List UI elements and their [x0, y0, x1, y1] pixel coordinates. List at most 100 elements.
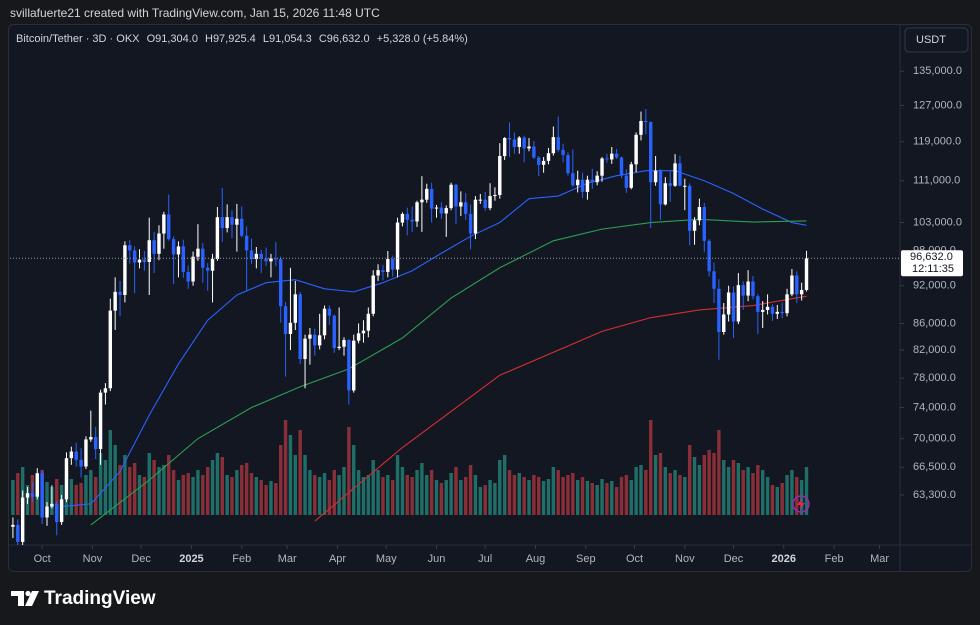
y-tick-label: 70,000.0 [913, 433, 956, 445]
volume-bar [712, 453, 716, 515]
symbol-legend: Bitcoin/Tether · 3D · OKX O91,304.0 H97,… [16, 33, 468, 45]
volume-bar [673, 470, 677, 515]
candle-body [736, 285, 741, 322]
candle-body [561, 149, 565, 156]
candle-body [55, 503, 59, 523]
volume-bar [799, 480, 804, 515]
volume-bar [493, 483, 497, 515]
candle-body [361, 330, 366, 334]
candle-body [103, 388, 108, 393]
candle-body [84, 439, 88, 467]
volume-bar [751, 473, 755, 515]
candle-body [93, 437, 98, 450]
volume-bar [278, 445, 283, 515]
candle-body [278, 259, 283, 307]
volume-bar [244, 463, 249, 515]
candle-body [746, 281, 750, 296]
volume-bar [683, 477, 687, 515]
volume-bar [454, 467, 458, 515]
moving-average [90, 218, 807, 526]
volume-bar [410, 477, 414, 515]
candle-body [464, 202, 468, 214]
volume-bar [527, 480, 531, 515]
volume-bar [45, 482, 49, 515]
volume-bar [327, 480, 332, 515]
volume-bar [483, 485, 487, 515]
candle-body [405, 213, 409, 220]
y-tick-label: 135,000.0 [913, 65, 962, 77]
candle-body [89, 437, 93, 440]
volume-bar [69, 479, 74, 515]
candle-body [274, 258, 278, 260]
candle-body [751, 281, 755, 297]
volume-bar [259, 480, 263, 515]
volume-bar [162, 465, 166, 515]
volume-bar [415, 470, 419, 515]
alert-icon[interactable] [792, 495, 810, 513]
candle-body [171, 239, 176, 255]
candle-body [108, 310, 112, 389]
candle-body [123, 245, 127, 295]
plot-area [10, 108, 900, 545]
candle-body [673, 163, 677, 186]
volume-bar [478, 487, 483, 515]
candle-body [795, 275, 799, 295]
candle-body [590, 179, 595, 183]
volume-bar [123, 455, 127, 515]
currency-button[interactable] [904, 27, 969, 53]
volume-bar [731, 460, 736, 515]
volume-bar [201, 475, 205, 515]
candle-body [756, 296, 760, 312]
candle-body [629, 164, 633, 188]
volume-bar [561, 477, 565, 515]
volume-bar [468, 465, 473, 515]
volume-bar [132, 463, 137, 515]
candle-body [790, 275, 794, 295]
candle-body [215, 217, 220, 260]
volume-bar [386, 475, 390, 515]
volume-bar [785, 475, 789, 515]
candle-body [712, 271, 716, 289]
volume-bar [722, 460, 726, 515]
volume-bar [649, 420, 653, 515]
y-tick-label: 66,500.0 [913, 461, 956, 473]
volume-bar [663, 467, 668, 515]
candle-body [205, 267, 210, 271]
candle-body [420, 199, 424, 203]
volume-bar [298, 430, 302, 515]
volume-bar [235, 470, 239, 515]
candle-body [16, 524, 20, 542]
volume-bar [780, 483, 784, 515]
candle-body [162, 214, 166, 234]
volume-bar [639, 465, 643, 515]
candle-body [298, 294, 302, 360]
volume-bar [678, 475, 682, 515]
volume-bar [371, 460, 375, 515]
candle-body [722, 314, 726, 332]
volume-bar [240, 465, 244, 515]
candle-body [468, 213, 473, 234]
volume-bar [11, 480, 15, 515]
x-tick-label: Oct [34, 553, 51, 565]
volume-bar [736, 463, 741, 515]
candle-body [308, 334, 312, 339]
volume-bar [215, 453, 220, 515]
candle-body [649, 121, 653, 183]
volume-bar [756, 465, 760, 515]
candle-body [254, 253, 259, 260]
volume-bar [644, 470, 648, 515]
volume-bar [381, 477, 385, 515]
volume-bar [167, 455, 171, 515]
volume-bar [429, 470, 434, 515]
volume-bar [390, 480, 395, 515]
volume-bar [249, 473, 254, 515]
volume-bar [425, 475, 429, 515]
volume-bar [317, 477, 322, 515]
candle-body [20, 497, 25, 542]
candle-body [40, 473, 44, 518]
volume-bar [74, 485, 78, 515]
candle-body [415, 202, 419, 222]
brand-name: TradingView [44, 588, 156, 609]
volume-bar [687, 445, 692, 515]
candle-body [167, 214, 171, 240]
